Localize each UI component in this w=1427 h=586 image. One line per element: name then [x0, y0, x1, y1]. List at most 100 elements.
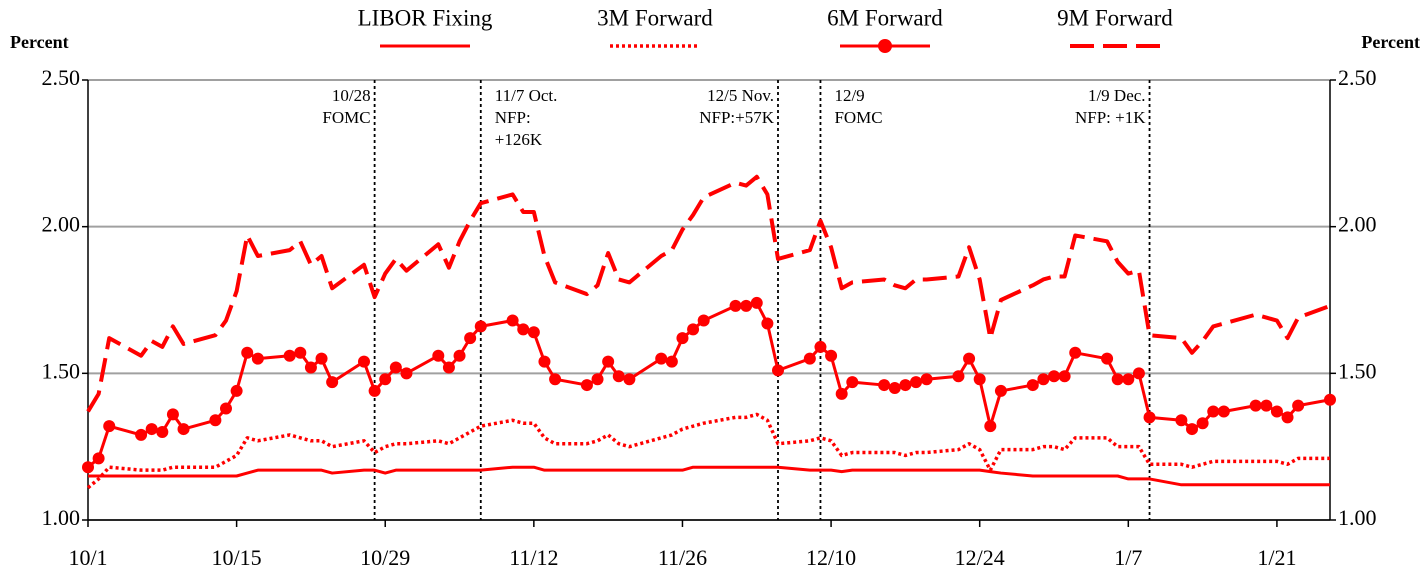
- x-tick-label: 10/1: [68, 545, 107, 570]
- series-line: [86, 174, 1331, 413]
- series-line: [86, 412, 1330, 490]
- marker: [1324, 393, 1336, 406]
- marker: [952, 370, 965, 383]
- series-line: [88, 465, 1330, 487]
- marker: [241, 346, 254, 359]
- annotation: +126K: [495, 130, 543, 149]
- marker: [687, 323, 700, 336]
- marker: [315, 352, 328, 365]
- marker: [1132, 367, 1145, 380]
- marker: [103, 420, 116, 433]
- marker: [538, 355, 551, 368]
- marker: [1270, 405, 1283, 418]
- marker: [358, 355, 370, 368]
- legend-label: 3M Forward: [597, 5, 713, 30]
- marker: [814, 340, 827, 353]
- marker: [230, 384, 243, 397]
- marker: [835, 387, 848, 400]
- marker: [697, 314, 710, 327]
- marker: [304, 361, 317, 374]
- marker: [803, 352, 816, 365]
- y2-tick-label: 1.00: [1338, 505, 1377, 530]
- annotation: NFP:: [495, 108, 531, 127]
- marker: [729, 299, 742, 312]
- marker: [740, 299, 753, 312]
- marker: [1037, 373, 1050, 386]
- annotation: 12/9: [834, 86, 864, 105]
- annotation: 11/7 Oct.: [495, 86, 558, 105]
- x-tick-label: 12/10: [806, 545, 856, 570]
- marker: [920, 373, 933, 386]
- marker: [750, 296, 763, 309]
- marker: [177, 423, 190, 436]
- marker: [612, 370, 625, 383]
- x-tick-label: 11/12: [509, 545, 558, 570]
- marker: [899, 379, 912, 392]
- legend-label: 6M Forward: [827, 5, 943, 30]
- annotation: 10/28: [332, 86, 371, 105]
- marker: [1101, 352, 1114, 365]
- marker: [1196, 417, 1209, 430]
- annotation: NFP: +1K: [1075, 108, 1146, 127]
- marker: [772, 364, 784, 377]
- marker: [517, 323, 530, 336]
- marker: [825, 349, 838, 362]
- marker: [665, 355, 678, 368]
- marker: [580, 379, 593, 392]
- y-tick-label: 1.50: [42, 358, 81, 383]
- x-tick-label: 1/21: [1257, 545, 1296, 570]
- marker: [549, 373, 562, 386]
- marker: [846, 376, 859, 389]
- marker: [963, 352, 976, 365]
- marker: [527, 326, 540, 339]
- x-tick-label: 10/15: [212, 545, 262, 570]
- marker: [1175, 414, 1188, 427]
- marker: [1292, 399, 1305, 412]
- marker: [1186, 423, 1198, 436]
- marker: [1111, 373, 1124, 386]
- marker: [283, 349, 296, 362]
- marker: [1281, 411, 1294, 424]
- marker: [400, 367, 413, 380]
- marker: [1069, 346, 1082, 359]
- series-line: [87, 301, 1331, 469]
- y-tick-label: 2.00: [42, 212, 81, 237]
- marker: [166, 408, 179, 421]
- x-tick-label: 12/24: [955, 545, 1005, 570]
- legend-marker: [878, 39, 892, 53]
- marker: [251, 352, 264, 365]
- x-tick-label: 1/7: [1114, 545, 1142, 570]
- x-tick-label: 11/26: [658, 545, 707, 570]
- y2-tick-label: 1.50: [1338, 358, 1377, 383]
- marker: [209, 414, 222, 427]
- marker: [432, 349, 445, 362]
- y-axis-label: Percent: [10, 32, 69, 52]
- marker: [379, 373, 392, 386]
- marker: [156, 426, 169, 438]
- marker: [135, 428, 148, 441]
- annotation: FOMC: [834, 108, 882, 127]
- marker: [888, 382, 901, 394]
- marker: [878, 379, 891, 392]
- marker: [994, 384, 1007, 397]
- marker: [82, 461, 94, 474]
- y2-axis-label: Percent: [1361, 32, 1420, 52]
- legend-label: LIBOR Fixing: [358, 5, 493, 30]
- marker: [220, 402, 232, 415]
- marker: [506, 314, 519, 327]
- marker: [1048, 370, 1060, 383]
- marker: [294, 346, 307, 359]
- marker: [602, 355, 615, 368]
- annotation: 12/5 Nov.: [707, 86, 774, 105]
- marker: [92, 452, 105, 465]
- annotation: FOMC: [322, 108, 370, 127]
- marker: [676, 332, 689, 345]
- annotation: 1/9 Dec.: [1088, 86, 1146, 105]
- marker: [1207, 405, 1220, 418]
- marker: [1058, 370, 1071, 383]
- marker: [1260, 399, 1273, 412]
- y-tick-label: 1.00: [42, 505, 81, 530]
- marker: [442, 361, 455, 374]
